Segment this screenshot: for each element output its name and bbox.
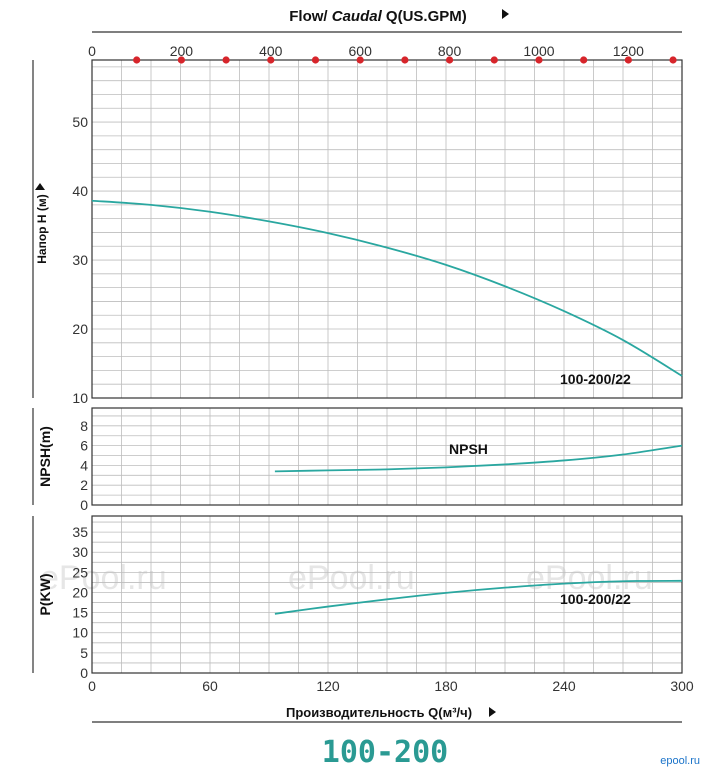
top-tick-label: 200	[170, 43, 194, 59]
top-axis-marker	[535, 56, 543, 64]
top-tick-label: 600	[349, 43, 373, 59]
top-axis-marker	[311, 56, 320, 64]
watermark-group: ePool.ru ePool.ru ePool.ru	[40, 559, 653, 597]
top-axis-title-italic: Caudal	[332, 8, 383, 25]
top-axis-arrow-icon	[502, 9, 509, 19]
top-axis-title: Flow/ Caudal Q(US.GPM)	[289, 8, 467, 25]
top-tick-label: 800	[438, 43, 462, 59]
bottom-axis-arrow-icon	[489, 707, 496, 717]
y-tick-label: 10	[72, 625, 88, 641]
y-axis-label: NPSH(m)	[37, 426, 53, 487]
bottom-tick-label: 180	[434, 678, 458, 694]
top-axis-marker	[445, 56, 454, 64]
top-axis: 0 200 400 600 800 1000 1200	[88, 43, 677, 64]
y-tick-label: 2	[80, 477, 88, 493]
y-tick-label: 35	[72, 524, 88, 540]
top-axis-title-suffix: Q(US.GPM)	[382, 8, 467, 25]
top-axis-marker	[490, 56, 498, 64]
series-line	[91, 199, 683, 377]
plot-frame	[91, 515, 683, 674]
series-line	[274, 444, 683, 473]
top-axis-marker	[580, 56, 588, 64]
top-tick-label: 1200	[613, 43, 644, 59]
top-axis-marker	[267, 56, 275, 64]
power-panel: 0 5 10 15 20 25 30 35 P(KW) 100-200/22	[32, 515, 683, 681]
y-tick-label: 50	[72, 114, 88, 130]
watermark-text: ePool.ru	[40, 559, 167, 597]
bottom-tick-label: 300	[670, 678, 694, 694]
top-axis-marker	[624, 56, 632, 64]
y-axis-label: P(KW)	[37, 574, 53, 616]
watermark-text: ePool.ru	[288, 559, 415, 597]
top-axis-marker	[222, 56, 230, 64]
bottom-tick-label: 120	[316, 678, 340, 694]
y-tick-label: 40	[72, 183, 88, 199]
y-tick-label: 0	[80, 665, 88, 681]
top-axis-title-prefix: Flow/	[289, 8, 332, 25]
plot-frame	[91, 59, 683, 399]
corner-logo: epool.ru	[660, 755, 700, 767]
bottom-tick-label: 240	[552, 678, 576, 694]
top-tick-label: 400	[259, 43, 283, 59]
bottom-axis: 0 60 120 180 240 300	[88, 678, 694, 694]
bottom-tick-label: 0	[88, 678, 96, 694]
y-tick-label: 5	[80, 645, 88, 661]
top-axis-marker	[669, 56, 677, 64]
top-tick-label: 0	[88, 43, 96, 59]
y-tick-label: 0	[80, 497, 88, 513]
y-tick-label: 30	[72, 252, 88, 268]
y-tick-label: 6	[80, 438, 88, 454]
model-title: 100-200	[322, 735, 448, 770]
curve-annotation: 100-200/22	[560, 591, 631, 607]
y-tick-label: 20	[72, 321, 88, 337]
curve-annotation: NPSH	[449, 441, 488, 457]
top-tick-label: 1000	[523, 43, 554, 59]
plot-frame	[91, 407, 683, 506]
y-tick-label: 10	[72, 390, 88, 406]
watermark-text: ePool.ru	[526, 559, 653, 597]
y-axis-label: Напор H (м)	[35, 194, 49, 263]
y-tick-label: 8	[80, 418, 88, 434]
curve-annotation: 100-200/22	[560, 371, 631, 387]
top-axis-marker	[177, 56, 185, 64]
y-tick-label: 15	[72, 605, 88, 621]
npsh-panel: 0 2 4 6 8 NPSH(m) NPSH	[32, 407, 683, 513]
y-axis-arrow-icon	[35, 183, 45, 190]
y-tick-label: 20	[72, 584, 88, 600]
top-axis-marker	[133, 56, 141, 64]
top-axis-marker	[401, 56, 409, 64]
y-tick-label: 25	[72, 564, 88, 580]
y-tick-label: 4	[80, 457, 88, 473]
series-line	[274, 579, 683, 615]
y-tick-label: 30	[72, 544, 88, 560]
head-panel: 10 20 30 40 50 Напор H (м) 100-200/22	[32, 59, 683, 406]
bottom-tick-label: 60	[202, 678, 218, 694]
top-axis-marker	[356, 56, 364, 64]
bottom-axis-title: Производительность Q(м³/ч)	[286, 705, 472, 720]
